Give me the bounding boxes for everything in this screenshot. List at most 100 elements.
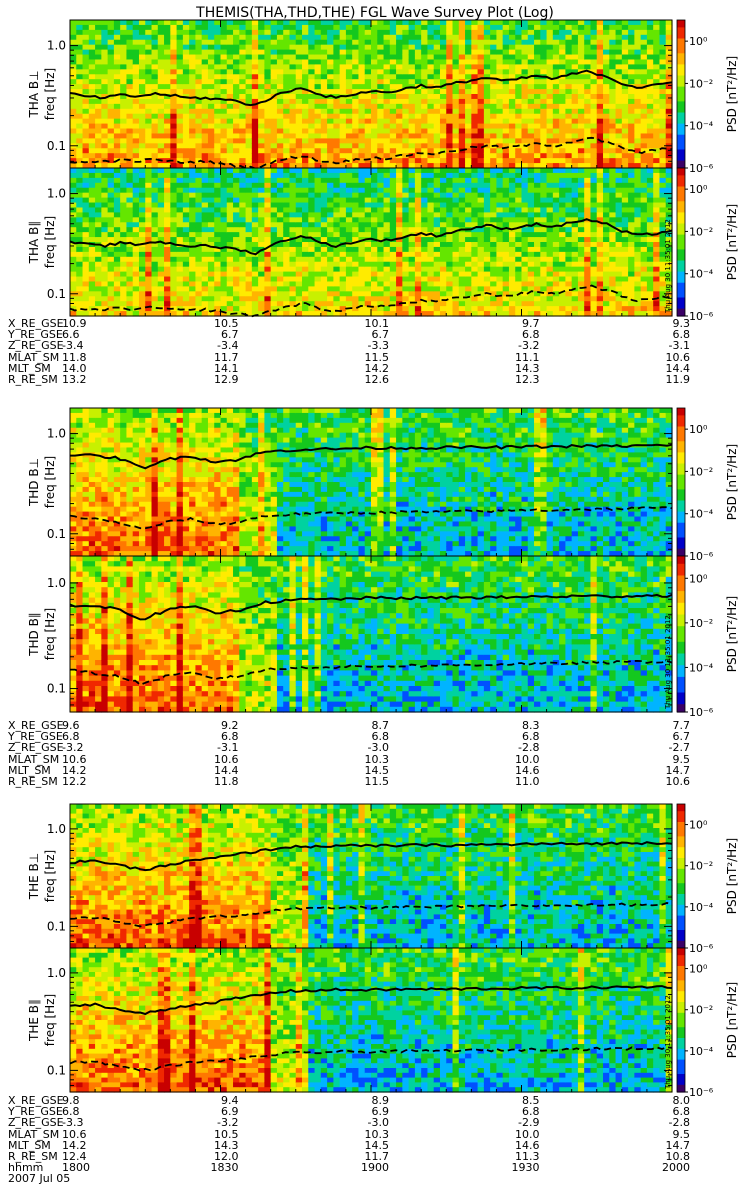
psd-cell — [157, 296, 165, 302]
psd-cell — [521, 158, 529, 164]
psd-cell — [151, 168, 159, 174]
psd-cell — [421, 158, 429, 164]
psd-cell — [220, 163, 228, 169]
psd-cell — [389, 74, 397, 80]
psd-cell — [270, 202, 278, 209]
psd-cell — [634, 39, 642, 46]
psd-cell — [289, 271, 297, 278]
psd-cell — [352, 59, 360, 65]
psd-cell — [132, 143, 140, 149]
psd-cell — [527, 89, 535, 95]
psd-cell — [283, 222, 291, 228]
psd-cell — [590, 153, 598, 159]
psd-cell — [214, 207, 222, 213]
psd-cell — [308, 177, 316, 184]
psd-cell — [120, 286, 128, 292]
psd-cell — [477, 168, 485, 174]
psd-cell — [446, 143, 454, 149]
psd-cell — [107, 177, 115, 184]
psd-cell — [182, 64, 190, 70]
psd-cell — [88, 227, 96, 233]
psd-cell — [295, 79, 303, 85]
psd-cell — [559, 94, 566, 100]
psd-cell — [189, 301, 197, 307]
psd-cell — [138, 276, 146, 283]
psd-cell — [534, 143, 541, 149]
psd-cell — [251, 118, 259, 125]
psd-cell — [302, 281, 309, 287]
psd-cell — [546, 128, 554, 135]
psd-cell — [201, 271, 209, 278]
psd-cell — [621, 143, 629, 149]
psd-cell — [176, 89, 184, 95]
psd-cell — [483, 69, 491, 75]
psd-cell — [396, 276, 403, 283]
psd-cell — [164, 301, 171, 307]
psd-cell — [414, 168, 422, 174]
psd-cell — [433, 237, 441, 243]
psd-cell — [333, 301, 341, 307]
psd-cell — [201, 39, 209, 46]
psd-cell — [358, 261, 366, 268]
psd-cell — [207, 44, 215, 51]
psd-cell — [189, 311, 197, 317]
psd-cell — [195, 113, 203, 120]
psd-cell — [289, 291, 297, 297]
psd-cell — [333, 74, 341, 80]
psd-cell — [408, 44, 416, 51]
psd-cell — [182, 232, 190, 238]
psd-cell — [164, 69, 171, 75]
psd-cell — [201, 311, 209, 317]
psd-cell — [327, 113, 334, 120]
psd-cell — [289, 202, 297, 209]
psd-cell — [164, 49, 171, 56]
psd-cell — [408, 177, 416, 184]
psd-cell — [226, 74, 234, 80]
psd-cell — [584, 89, 592, 95]
psd-cell — [308, 94, 316, 100]
psd-cell — [339, 212, 347, 218]
psd-cell — [345, 24, 353, 31]
psd-cell — [414, 256, 422, 263]
psd-cell — [345, 128, 353, 135]
psd-cell — [508, 29, 516, 36]
psd-cell — [88, 59, 96, 65]
psd-cell — [251, 222, 259, 228]
psd-cell — [308, 187, 316, 194]
psd-cell — [151, 44, 159, 51]
psd-cell — [251, 20, 259, 26]
psd-cell — [113, 148, 121, 154]
psd-cell — [107, 128, 115, 135]
psd-cell — [101, 103, 109, 110]
psd-cell — [483, 182, 491, 189]
psd-cell — [76, 291, 84, 297]
psd-cell — [653, 113, 661, 120]
psd-cell — [320, 49, 328, 56]
psd-cell — [352, 64, 360, 70]
psd-cell — [189, 123, 197, 130]
psd-cell — [126, 123, 134, 130]
psd-cell — [145, 153, 153, 159]
psd-cell — [220, 311, 228, 317]
psd-cell — [226, 108, 234, 115]
psd-cell — [182, 34, 190, 41]
psd-cell — [515, 69, 523, 75]
psd-cell — [628, 20, 635, 26]
psd-cell — [590, 44, 598, 51]
psd-cell — [446, 84, 454, 90]
psd-cell — [276, 251, 284, 258]
psd-cell — [477, 20, 485, 26]
psd-cell — [402, 251, 410, 258]
psd-cell — [145, 306, 153, 312]
psd-cell — [245, 49, 253, 56]
psd-cell — [82, 103, 90, 110]
psd-cell — [251, 291, 259, 297]
psd-cell — [233, 113, 240, 120]
psd-cell — [101, 108, 109, 115]
psd-cell — [88, 172, 96, 179]
psd-cell — [396, 197, 403, 204]
psd-cell — [327, 98, 334, 105]
psd-cell — [377, 281, 385, 287]
psd-cell — [628, 49, 635, 56]
psd-cell — [414, 29, 422, 36]
